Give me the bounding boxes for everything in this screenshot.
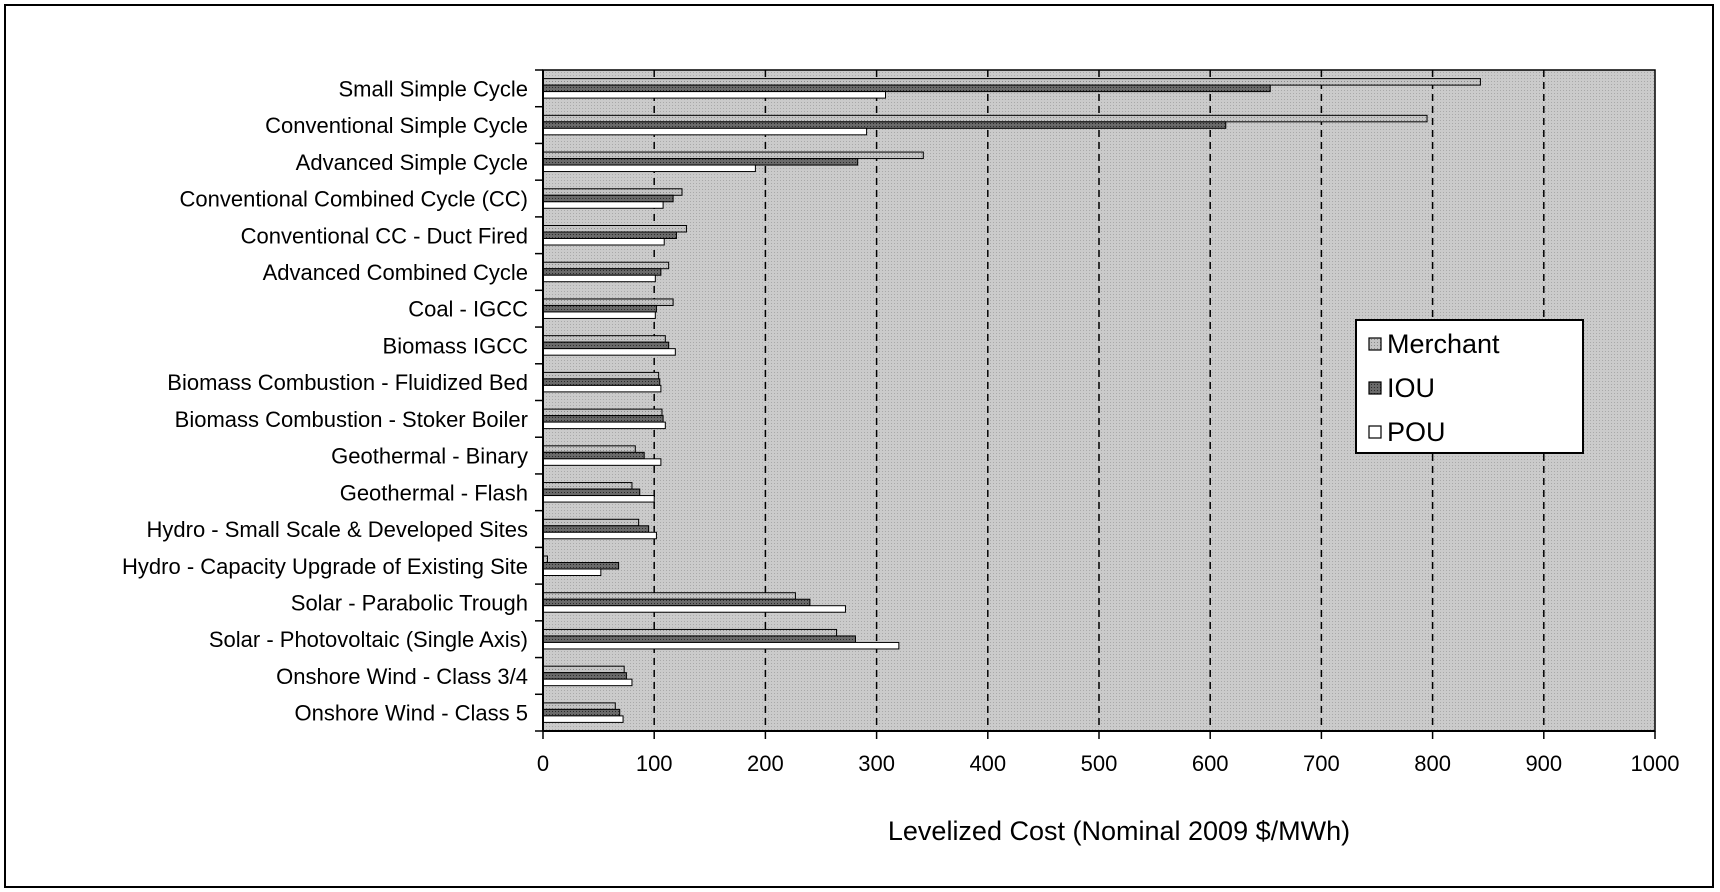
bar-iou: [542, 525, 650, 533]
bar-iou: [542, 304, 657, 313]
bar-iou: [542, 231, 677, 239]
bar-merchant: [542, 335, 666, 343]
category-labels: Small Simple Cycle Conventional Simple Cy…: [122, 76, 528, 725]
bar-pou: [542, 384, 662, 393]
category-label: Geothermal - Flash: [340, 480, 528, 505]
bar-merchant: [542, 298, 674, 306]
bar-iou: [542, 121, 1227, 129]
chart-frame: Small Simple Cycle Conventional Simple Cy…: [4, 4, 1714, 888]
bar-iou: [542, 268, 662, 276]
bar-iou: [542, 194, 674, 203]
bar-merchant: [542, 445, 636, 453]
legend: Merchant IOU POU: [1355, 319, 1584, 454]
bar-pou: [542, 458, 662, 466]
bar-pou: [542, 348, 676, 356]
category-label: Small Simple Cycle: [339, 76, 529, 101]
bar-merchant: [542, 665, 625, 674]
bar-iou: [542, 158, 859, 166]
bar-merchant: [542, 114, 1428, 123]
x-tick-label: 200: [747, 751, 784, 776]
bar-pou: [542, 421, 666, 430]
legend-swatch-merchant: [1368, 337, 1382, 351]
bar-pou: [542, 641, 900, 650]
bar-pou: [542, 678, 633, 687]
bar-merchant: [542, 151, 924, 160]
category-label: Hydro - Small Scale & Developed Sites: [147, 517, 529, 542]
bar-iou: [542, 451, 645, 460]
category-label: Conventional Combined Cycle (CC): [180, 187, 528, 212]
category-label: Biomass IGCC: [383, 333, 529, 358]
category-label: Advanced Combined Cycle: [263, 260, 528, 285]
category-label: Advanced Simple Cycle: [296, 150, 528, 175]
category-label: Conventional Simple Cycle: [265, 113, 528, 138]
x-tick-label: 1000: [1631, 751, 1680, 776]
bar-merchant: [542, 702, 616, 710]
x-tick-label: 900: [1525, 751, 1562, 776]
bar-pou: [542, 715, 624, 723]
legend-label-merchant: Merchant: [1387, 329, 1500, 359]
bar-pou: [542, 164, 756, 173]
bar-merchant: [542, 78, 1481, 86]
bar-merchant: [542, 408, 663, 417]
bar-iou: [542, 84, 1271, 93]
axes: [535, 69, 1656, 739]
bar-pou: [542, 531, 657, 540]
bar-merchant: [542, 188, 683, 196]
bar-merchant: [542, 225, 687, 233]
bar-pou: [542, 127, 868, 136]
bar-pou: [542, 568, 602, 576]
bar-merchant: [542, 261, 670, 270]
bar-pou: [542, 605, 846, 613]
bar-iou: [542, 562, 620, 570]
bar-iou: [542, 672, 627, 680]
bar-iou: [542, 708, 621, 717]
bar-iou: [542, 378, 661, 386]
category-label: Geothermal - Binary: [331, 444, 528, 469]
category-label: Hydro - Capacity Upgrade of Existing Sit…: [122, 554, 528, 579]
category-label: Solar - Photovoltaic (Single Axis): [209, 627, 528, 652]
bar-iou: [542, 341, 670, 350]
bar-pou: [542, 311, 656, 319]
x-tick-label: 0: [537, 751, 549, 776]
legend-label-pou: POU: [1387, 417, 1446, 447]
bar-iou: [542, 635, 856, 643]
bar-iou: [542, 598, 811, 607]
bar-pou: [542, 274, 656, 283]
bar-chart: Small Simple Cycle Conventional Simple Cy…: [122, 69, 1680, 846]
legend-label-iou: IOU: [1387, 373, 1435, 403]
x-tick-label: 800: [1414, 751, 1451, 776]
x-tick-label: 400: [969, 751, 1006, 776]
bar-iou: [542, 415, 664, 423]
bar-merchant: [542, 592, 796, 600]
bar-merchant: [542, 371, 660, 380]
x-tick-label: 300: [858, 751, 895, 776]
bar-pou: [542, 91, 886, 99]
category-label: Onshore Wind - Class 3/4: [276, 664, 528, 689]
bar-merchant: [542, 482, 633, 490]
bar-pou: [542, 238, 665, 246]
bar-merchant: [542, 628, 838, 637]
category-label: Coal - IGCC: [408, 297, 528, 322]
legend-swatch-iou: [1368, 381, 1382, 395]
x-tick-label: 600: [1192, 751, 1229, 776]
category-label: Biomass Combustion - Stoker Boiler: [175, 407, 528, 432]
category-label: Onshore Wind - Class 5: [294, 701, 528, 726]
category-label: Conventional CC - Duct Fired: [241, 223, 528, 248]
category-label: Solar - Parabolic Trough: [291, 590, 528, 615]
x-tick-label: 100: [636, 751, 673, 776]
legend-box: [1355, 319, 1584, 454]
x-tick-label: 700: [1303, 751, 1340, 776]
bar-merchant: [542, 518, 640, 527]
x-tick-label: 500: [1081, 751, 1118, 776]
x-tick-labels: 0 100 200 300 400 500 600 700 800 900 1000: [537, 751, 1680, 776]
x-axis-title: Levelized Cost (Nominal 2009 $/MWh): [888, 816, 1350, 846]
bar-pou: [542, 201, 664, 209]
category-label: Biomass Combustion - Fluidized Bed: [167, 370, 528, 395]
bar-pou: [542, 495, 655, 503]
legend-swatch-pou: [1368, 425, 1382, 439]
bar-iou: [542, 488, 641, 497]
